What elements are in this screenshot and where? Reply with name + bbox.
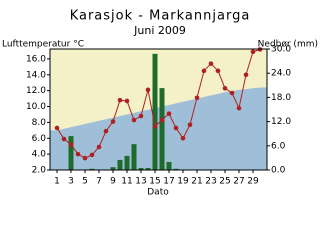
- temperature-point: [117, 97, 123, 103]
- temperature-point: [201, 68, 207, 74]
- y2-tick-label: 30.0: [271, 45, 291, 55]
- y-tick-label: 8.0: [32, 118, 47, 128]
- x-tick-label: 9: [110, 177, 116, 187]
- precipitation-bar: [110, 167, 116, 170]
- normal-area: [50, 87, 267, 170]
- precipitation-bar: [145, 167, 151, 170]
- temperature-point: [61, 136, 67, 142]
- x-tick-label: 21: [191, 177, 202, 187]
- precipitation-bar: [166, 161, 172, 170]
- plot-frame: [49, 48, 268, 171]
- temperature-point: [187, 122, 193, 128]
- precipitation-bar: [173, 168, 179, 170]
- y-tick-label: 16.0: [26, 54, 46, 64]
- y-axis-label: Lufttemperatur °C: [2, 40, 84, 50]
- x-tick-label: 19: [177, 177, 189, 187]
- x-axis-label: Dato: [147, 188, 169, 198]
- chart-title: Karasjok - Markannjarga: [70, 9, 251, 24]
- chart: Karasjok - Markannjarga Juni 2009 Luftte…: [2, 9, 318, 198]
- temperature-point: [229, 90, 235, 96]
- temperature-point: [138, 113, 144, 119]
- x-tick-label: 13: [135, 177, 146, 187]
- temperature-point: [82, 155, 88, 161]
- temperature-point: [96, 144, 102, 150]
- temperature-point: [243, 72, 249, 78]
- chart-subtitle: Juni 2009: [133, 24, 186, 37]
- temperature-point: [89, 152, 95, 158]
- temperature-point: [194, 95, 200, 101]
- x-tick-label: 5: [82, 177, 88, 187]
- precipitation-bar: [152, 53, 158, 171]
- temperature-point: [54, 125, 60, 131]
- precipitation-bar: [89, 168, 95, 170]
- precipitation-bar: [159, 88, 165, 170]
- temperature-point: [152, 124, 158, 129]
- temperature-point: [215, 68, 221, 74]
- y-tick-label: 12.0: [26, 86, 46, 96]
- y2-axis-label: Nedbør (mm): [258, 40, 318, 50]
- x-tick-label: 27: [233, 177, 244, 187]
- y-tick-label: 4.0: [32, 150, 47, 160]
- temperature-point: [222, 85, 228, 91]
- y-tick-label: 2.0: [32, 166, 47, 176]
- y-tick-label: 6.0: [32, 134, 47, 144]
- temperature-point: [208, 61, 214, 66]
- y2-tick-label: 12.0: [271, 117, 291, 127]
- temperature-point: [236, 105, 242, 111]
- x-tick-label: 11: [121, 177, 132, 187]
- temperature-point: [124, 98, 130, 104]
- x-tick-label: 15: [149, 177, 160, 187]
- x-tick-label: 25: [219, 177, 230, 187]
- y2-tick-label: 24.0: [271, 69, 291, 79]
- x-tick-label: 17: [163, 177, 174, 187]
- x-tick-label: 3: [68, 177, 74, 187]
- precipitation-bar: [68, 136, 74, 170]
- temperature-point: [103, 128, 109, 134]
- x-tick-label: 23: [205, 177, 216, 187]
- temperature-point: [180, 135, 186, 141]
- precipitation-bar: [124, 155, 130, 170]
- temperature-point: [68, 142, 74, 147]
- temperature-point: [159, 117, 165, 123]
- temperature-point: [250, 49, 256, 55]
- precipitation-bar: [117, 159, 123, 170]
- temperature-point: [145, 87, 151, 93]
- x-tick-label: 1: [54, 177, 60, 187]
- temperature-point: [173, 125, 179, 131]
- x-tick-label: 7: [96, 177, 102, 187]
- precipitation-bar: [138, 167, 144, 170]
- y-tick-label: 10.0: [26, 102, 46, 112]
- x-tick-label: 29: [247, 177, 259, 187]
- y2-tick-label: 0.0: [271, 166, 286, 176]
- precipitation-bar: [131, 144, 137, 170]
- y2-tick-label: 6.0: [271, 141, 286, 151]
- y-tick-label: 14.0: [26, 70, 46, 80]
- temperature-point: [166, 111, 172, 116]
- y2-tick-label: 18.0: [271, 93, 291, 103]
- temperature-point: [110, 119, 116, 124]
- temperature-point: [131, 117, 137, 123]
- temperature-point: [75, 151, 81, 157]
